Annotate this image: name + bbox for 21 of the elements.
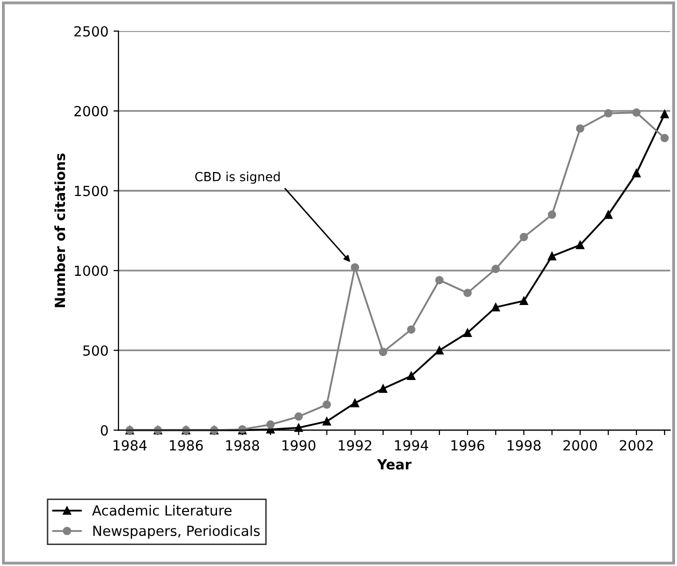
legend-label: Academic Literature xyxy=(92,504,232,516)
x-tick-label: 1994 xyxy=(395,440,428,451)
y-tick-label: 0 xyxy=(100,425,108,436)
x-tick-label: 1988 xyxy=(226,440,260,451)
y-tick-label: 500 xyxy=(83,345,108,356)
x-tick-label: 1998 xyxy=(508,440,541,451)
legend-label: Newspapers, Periodicals xyxy=(93,525,260,539)
y-tick-label: 2000 xyxy=(74,106,108,116)
y-tick-label: 1500 xyxy=(74,186,108,196)
x-tick-label: 1992 xyxy=(338,440,372,451)
y-tick-label: 1000 xyxy=(74,266,108,276)
x-tick-label: 2000 xyxy=(563,440,597,451)
x-tick-label: 1990 xyxy=(282,440,316,451)
x-axis-title: Year xyxy=(377,459,412,470)
x-tick-label: 1996 xyxy=(451,440,484,451)
x-tick-label: 1984 xyxy=(114,440,147,451)
x-tick-label: 1986 xyxy=(170,440,203,451)
y-axis-title: Number of citations xyxy=(54,154,66,308)
annotation: CBD is signed xyxy=(195,172,280,184)
x-tick-label: 2002 xyxy=(620,440,653,451)
y-tick-label: 2500 xyxy=(74,26,108,37)
